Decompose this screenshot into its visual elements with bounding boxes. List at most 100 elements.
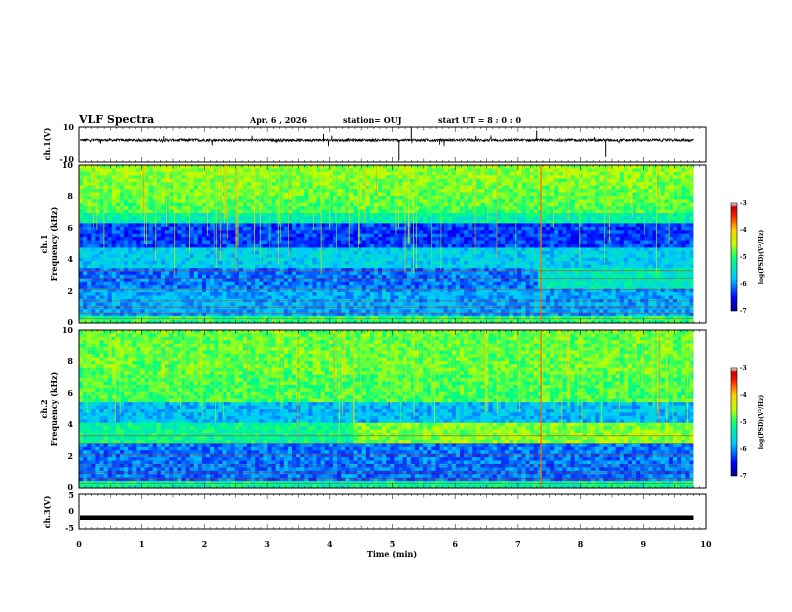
spectrogram-cell [517, 234, 522, 238]
spectrogram-cell [599, 244, 604, 248]
spectrogram-cell [546, 199, 551, 203]
spectrogram-cell [546, 175, 551, 179]
spectrogram-cell [87, 241, 92, 245]
spectrogram-cell [218, 261, 223, 265]
spectrogram-cell [284, 172, 289, 176]
spectrogram-cell [550, 168, 555, 172]
spectrogram-cell [628, 241, 633, 245]
spectrogram-cell [169, 210, 174, 214]
spectrogram-cell [296, 230, 301, 234]
spectrogram-cell [566, 230, 571, 234]
spectrogram-cell [669, 244, 674, 248]
spectrogram-cell [190, 172, 195, 176]
spectrogram-cell [91, 251, 96, 255]
spectrogram-cell [370, 203, 375, 207]
spectrogram-cell [136, 261, 141, 265]
spectrogram-cell [624, 213, 629, 217]
spectrogram-cell [206, 213, 211, 217]
spectrogram-cell [120, 230, 125, 234]
spectrogram-cell [190, 175, 195, 179]
spectrogram-cell [292, 241, 297, 245]
spectrogram-cell [95, 172, 100, 176]
spectrogram-cell [501, 175, 506, 179]
spectrogram-cell [296, 271, 301, 275]
spectrogram-cell [308, 179, 313, 183]
spectrogram-cell [616, 199, 621, 203]
spectrogram-cell [624, 227, 629, 231]
spectrogram-cell [386, 168, 391, 172]
spectrogram-cell [366, 199, 371, 203]
spectrogram-cell [247, 165, 252, 169]
spectrogram-cell [595, 203, 600, 207]
spectrogram-cell [284, 186, 289, 190]
spectrogram-cell [468, 192, 473, 196]
spectrogram-cell [108, 175, 113, 179]
spectrogram-cell [337, 192, 342, 196]
spectrogram-cell [509, 268, 514, 272]
spectrogram-cell [689, 247, 694, 251]
spectrogram-cell [677, 234, 682, 238]
spectrogram-cell [657, 251, 662, 255]
spectrogram-cell [378, 265, 383, 269]
spectrogram-cell [280, 268, 285, 272]
spectrogram-cell [579, 244, 584, 248]
spectrogram-cell [263, 254, 268, 258]
spectrogram-cell [583, 241, 588, 245]
spectrogram-cell [337, 186, 342, 190]
spectrogram-cell [571, 213, 576, 217]
spectrogram-cell [177, 227, 182, 231]
spectrogram-cell [571, 186, 576, 190]
spectrogram-cell [579, 172, 584, 176]
spectrogram-cell [644, 241, 649, 245]
spectrogram-cell [329, 258, 334, 262]
spectrogram-cell [132, 223, 137, 227]
spectrogram-cell [292, 217, 297, 221]
spectrogram-cell [247, 251, 252, 255]
spectrogram-cell [370, 265, 375, 269]
spectrogram-cell [304, 220, 309, 224]
spectrogram-cell [390, 210, 395, 214]
spectrogram-cell [136, 192, 141, 196]
spectrogram-cell [456, 189, 461, 193]
spectrogram-cell [186, 268, 191, 272]
spectrogram-cell [108, 213, 113, 217]
spectrogram-cell [169, 223, 174, 227]
spectrogram-cell [595, 172, 600, 176]
spectrogram-cell [456, 213, 461, 217]
spectrogram-cell [177, 199, 182, 203]
spectrogram-cell [657, 189, 662, 193]
spectrogram-cell [177, 206, 182, 210]
spectrogram-cell [399, 234, 404, 238]
spectrogram-cell [263, 227, 268, 231]
spectrogram-cell [300, 271, 305, 275]
spectrogram-cell [284, 241, 289, 245]
spectrogram-cell [263, 192, 268, 196]
spectrogram-cell [108, 165, 113, 169]
spectrogram-cell [480, 241, 485, 245]
spectrogram-cell [423, 227, 428, 231]
spectrogram-cell [497, 213, 502, 217]
spectrogram-cell [562, 172, 567, 176]
spectrogram-cell [493, 234, 498, 238]
spectrogram-cell [194, 172, 199, 176]
spectrogram-cell [628, 251, 633, 255]
spectrogram-cell [190, 217, 195, 221]
spectrogram-cell [296, 172, 301, 176]
spectrogram-cell [444, 182, 449, 186]
spectrogram-cell [124, 241, 129, 245]
spectrogram-cell [190, 241, 195, 245]
spectrogram-cell [296, 179, 301, 183]
spectrogram-cell [480, 265, 485, 269]
spectrogram-cell [468, 199, 473, 203]
spectrogram-cell [190, 223, 195, 227]
spectrogram-cell [358, 261, 363, 265]
spectrogram-cell [444, 234, 449, 238]
spectrogram-cell [308, 271, 313, 275]
spectrogram-cell [132, 199, 137, 203]
spectrogram-cell [566, 258, 571, 262]
spectrogram-cell [480, 186, 485, 190]
spectrogram-cell [136, 234, 141, 238]
spectrogram-cell [681, 203, 686, 207]
spectrogram-cell [439, 189, 444, 193]
spectrogram-cell [112, 220, 117, 224]
